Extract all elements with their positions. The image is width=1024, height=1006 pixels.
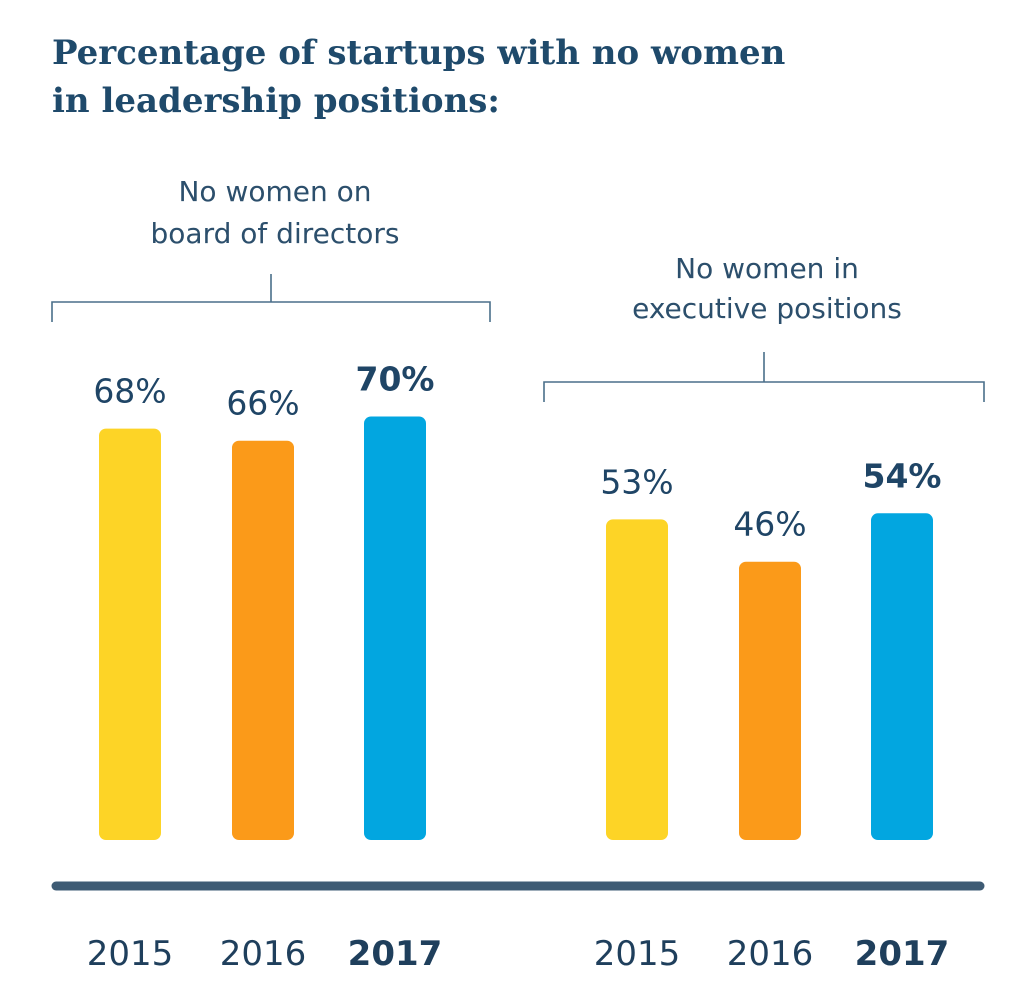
value-label-group-1-2017: 70% [356,360,435,399]
x-tick-label-group-2-2017: 2017 [855,934,950,974]
x-tick-label-group-1-2016: 2016 [220,934,307,974]
group-2-bracket [543,352,985,402]
bar-groups: No women on board of directors 68% 2015 66% 2… [51,175,985,974]
bar-group-1: No women on board of directors 68% 2015 66% 2… [51,175,491,974]
x-tick-label-group-1-2015: 2015 [87,934,174,974]
bar-group-1-2017 [364,416,426,840]
group-1-label-line-1: No women on [178,175,371,208]
bar-group-2-2016 [739,561,801,840]
group-2-label-line-2: executive positions [632,292,902,325]
bar-group-2-2015 [606,519,668,840]
group-1-bracket [51,274,491,322]
bar-group-1-2015 [99,428,161,840]
value-label-group-2-2017: 54% [863,456,942,495]
value-label-group-2-2015: 53% [600,462,673,501]
x-tick-label-group-2-2015: 2015 [594,934,681,974]
group-2-label-line-1: No women in [675,252,859,285]
group-1-label-line-2: board of directors [151,217,400,250]
bar-group-2-2017 [871,513,933,840]
bar-group-2: No women in executive positions 53% 2015 46%… [543,252,985,974]
chart-title-line-2: in leadership positions: [52,81,500,121]
value-label-group-1-2016: 66% [226,384,299,423]
value-label-group-2-2016: 46% [733,505,806,544]
x-tick-label-group-2-2016: 2016 [727,934,814,974]
chart-title-line-1: Percentage of startups with no women [52,33,785,73]
bar-group-1-2016 [232,440,294,840]
value-label-group-1-2015: 68% [93,372,166,411]
x-tick-label-group-1-2017: 2017 [348,934,443,974]
